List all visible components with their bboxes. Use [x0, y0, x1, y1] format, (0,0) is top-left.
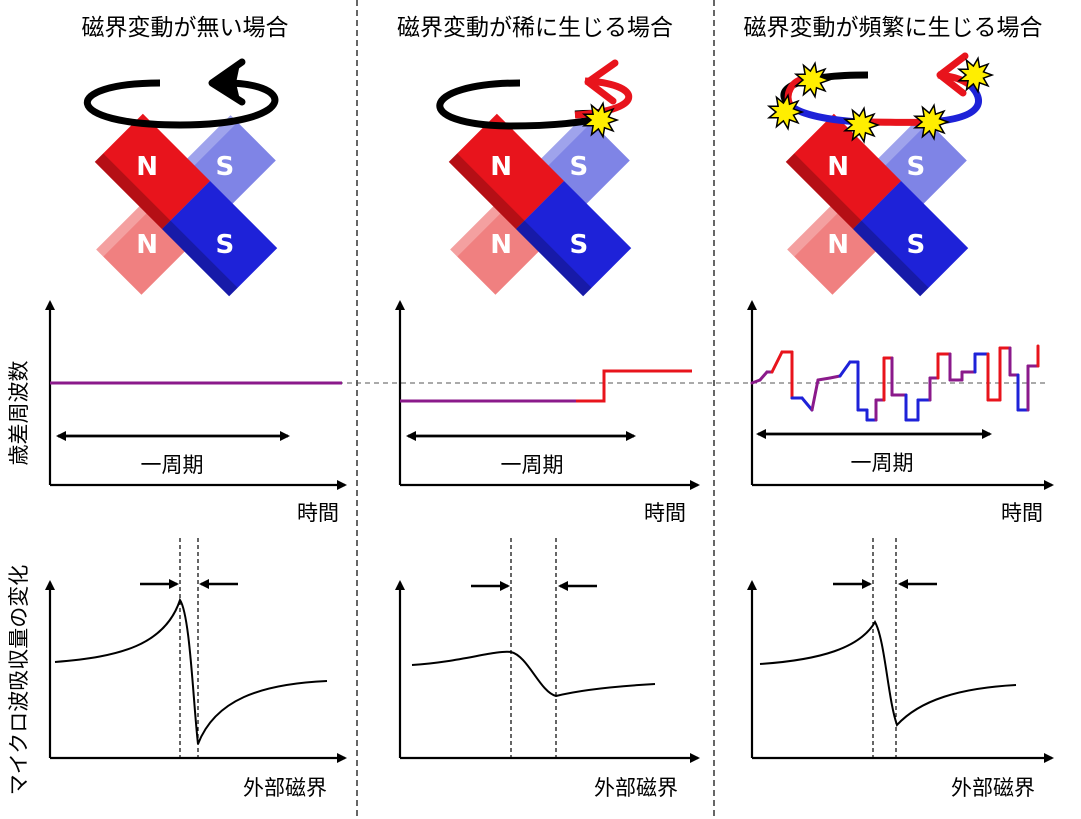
period-label-1: 一周期: [141, 453, 204, 477]
absorption-axes-2: [395, 580, 700, 763]
frequency-trace-2-jump: [576, 369, 692, 403]
magnet-side-shade: [448, 153, 592, 297]
absorption-curve-1: [54, 597, 328, 745]
north-pole: [448, 113, 565, 230]
south-label: S: [216, 230, 235, 260]
south-label: S: [907, 230, 926, 260]
field-axis-label-3: 外部磁界: [951, 776, 1035, 800]
north-label: N: [827, 152, 849, 182]
magnet-side-shade: [94, 153, 238, 297]
trace-segment: [838, 360, 852, 378]
frequency-axes-3: [747, 300, 1054, 490]
period-label-2: 一周期: [501, 453, 564, 477]
absorption-curve-2: [411, 650, 656, 698]
spark-burst: [956, 56, 995, 94]
faded-north-label: N: [827, 230, 849, 260]
bar-magnet: NS: [785, 113, 969, 297]
magnet-side-shade: [785, 153, 929, 297]
y-axis-label-frequency: 歳差周波数: [7, 361, 31, 466]
south-pole: [515, 180, 632, 297]
faded-south-label: S: [216, 152, 235, 182]
spark-burst: [581, 101, 620, 139]
trace-segment: [810, 378, 820, 412]
spark-burst: [793, 61, 832, 99]
field-axis-label-1: 外部磁界: [243, 776, 327, 800]
panel-title-3: 磁界変動が頻繁に生じる場合: [744, 15, 1043, 41]
time-axis-label-2: 時間: [644, 501, 686, 525]
south-pole: [852, 180, 969, 297]
frequency-axes-1: [45, 300, 347, 490]
spark-burst: [912, 103, 951, 141]
panel-title-2: 磁界変動が稀に生じる場合: [397, 15, 673, 41]
trace-segment: [816, 376, 832, 382]
faded-south-label: S: [907, 152, 926, 182]
trace-segment: [758, 370, 769, 382]
south-label: S: [570, 230, 589, 260]
frequency-axes-2: [395, 300, 700, 490]
absorption-curve-3: [759, 619, 1017, 727]
north-label: N: [490, 152, 512, 182]
y-axis-label-absorption: マイクロ波吸収量の変化: [7, 565, 31, 796]
panel-title-1: 磁界変動が無い場合: [82, 15, 289, 41]
north-pole: [94, 113, 211, 230]
spark-burst: [842, 106, 881, 144]
north-label: N: [136, 152, 158, 182]
bar-magnet: NS: [448, 113, 632, 297]
faded-north-label: N: [490, 230, 512, 260]
north-pole: [785, 113, 902, 230]
absorption-axes-3: [747, 580, 1054, 763]
trace-segment: [770, 350, 784, 374]
rotation-indicator-1: [83, 58, 279, 129]
period-label-3: 一周期: [851, 451, 914, 475]
trace-segment: [828, 374, 842, 380]
bar-magnet: NS: [94, 113, 278, 297]
south-pole: [161, 180, 278, 297]
field-axis-label-2: 外部磁界: [594, 776, 678, 800]
time-axis-label-1: 時間: [297, 501, 339, 525]
spark-burst: [766, 93, 805, 131]
faded-north-label: N: [136, 230, 158, 260]
trace-segment: [800, 396, 814, 412]
time-axis-label-3: 時間: [1001, 501, 1043, 525]
faded-south-label: S: [570, 152, 589, 182]
frequency-trace-3: [750, 344, 1040, 422]
